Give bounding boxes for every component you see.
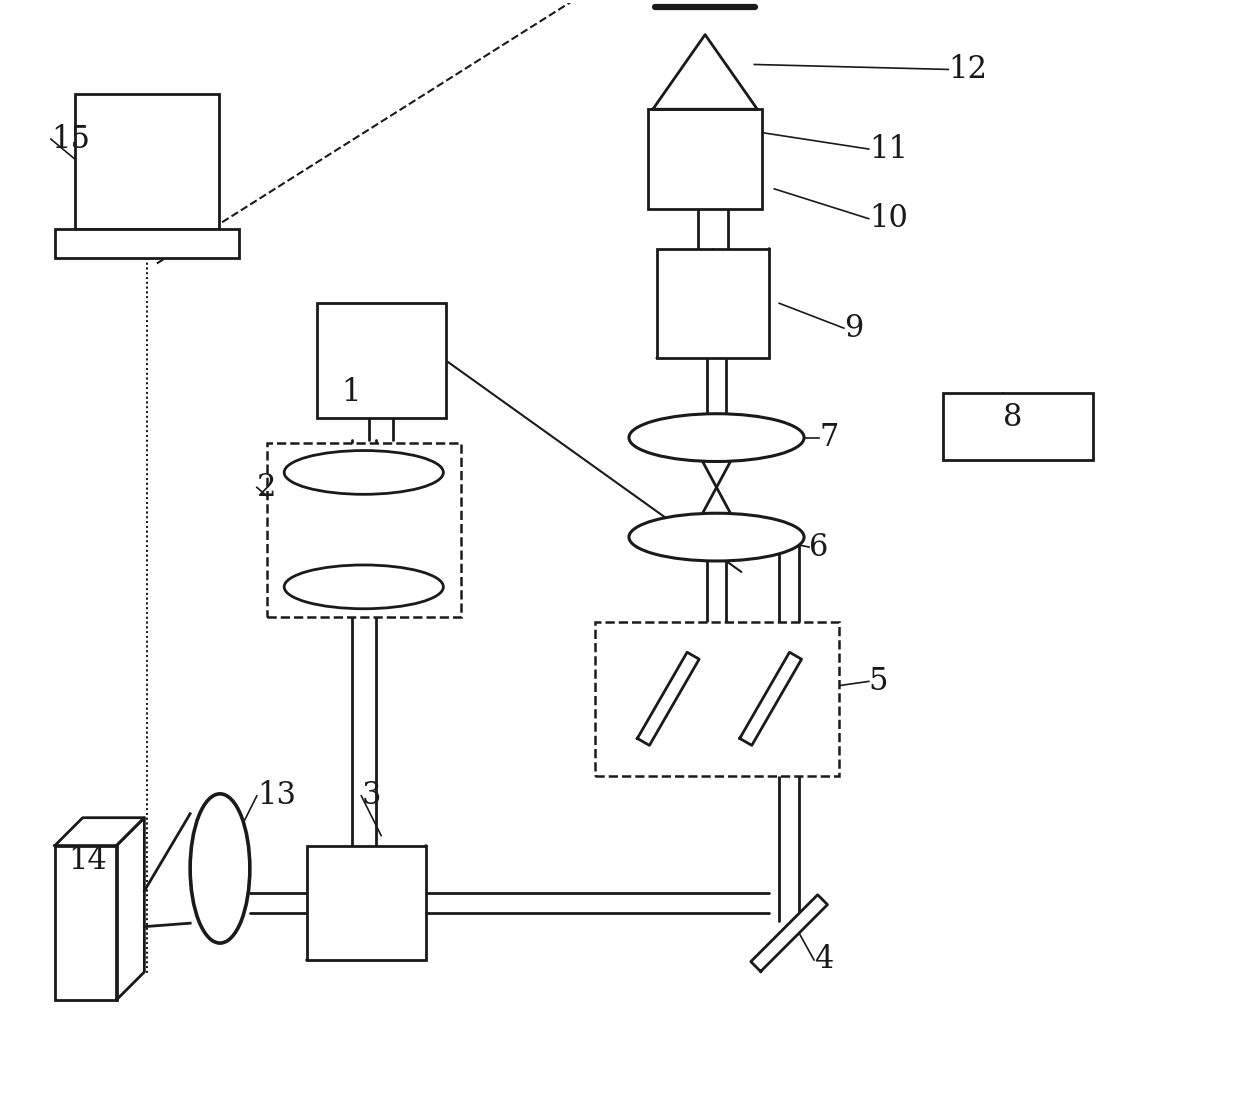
Text: 5: 5	[869, 666, 888, 697]
Text: 15: 15	[51, 124, 89, 154]
Text: 8: 8	[1003, 402, 1023, 433]
Text: 2: 2	[257, 471, 277, 503]
Ellipse shape	[190, 794, 249, 943]
Bar	[647, 109, 763, 209]
Text: 6: 6	[808, 532, 828, 563]
Ellipse shape	[629, 413, 804, 461]
Text: 14: 14	[68, 844, 107, 876]
Bar	[595, 622, 839, 776]
Bar	[316, 304, 446, 418]
Ellipse shape	[284, 450, 444, 495]
Ellipse shape	[284, 565, 444, 609]
Text: 12: 12	[949, 54, 987, 85]
Bar	[74, 94, 219, 229]
Text: 3: 3	[361, 781, 381, 811]
Bar	[944, 393, 1092, 460]
Text: 10: 10	[869, 203, 908, 235]
Ellipse shape	[629, 513, 804, 561]
Text: 7: 7	[818, 422, 838, 454]
Text: 11: 11	[869, 134, 908, 164]
Text: 9: 9	[844, 313, 863, 344]
Text: 13: 13	[257, 781, 296, 811]
Polygon shape	[750, 895, 827, 972]
Bar	[55, 229, 239, 258]
Bar	[657, 249, 769, 359]
Text: 4: 4	[813, 945, 833, 975]
Bar	[267, 442, 461, 617]
Polygon shape	[740, 652, 801, 745]
Bar	[306, 846, 427, 960]
Bar	[55, 846, 117, 1000]
Polygon shape	[637, 652, 699, 745]
Text: 1: 1	[341, 378, 361, 409]
Polygon shape	[652, 35, 758, 109]
